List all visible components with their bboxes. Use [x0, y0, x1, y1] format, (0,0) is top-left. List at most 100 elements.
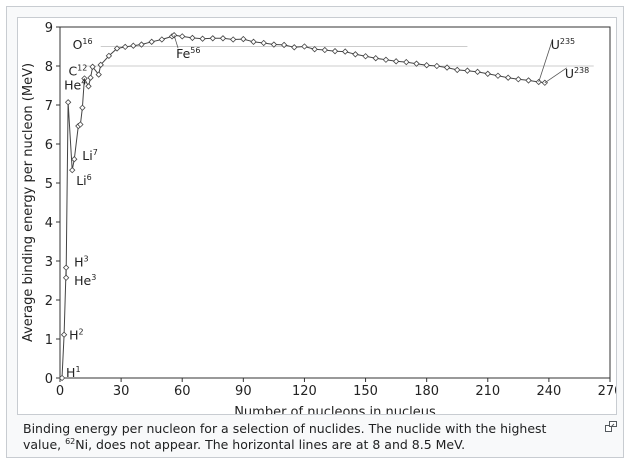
data-point [62, 264, 70, 271]
data-point [250, 38, 257, 45]
y-tick-label: 8 [45, 60, 53, 75]
figure-frame: 03060901201501802102402700123456789Numbe… [6, 6, 624, 458]
data-point [541, 79, 548, 86]
nuclide-mass: 12 [77, 63, 87, 72]
data-point [413, 60, 420, 67]
data-point [423, 62, 430, 69]
x-tick-label: 120 [292, 384, 317, 399]
data-point [372, 55, 379, 62]
nuclide-symbol: H [74, 255, 83, 270]
data-point [60, 331, 68, 338]
nuclide-mass: 1 [75, 365, 80, 374]
nuclide-label-o16: O16 [73, 37, 93, 52]
figure-caption: Binding energy per nucleon for a selecti… [23, 421, 583, 453]
x-tick-label: 210 [475, 384, 500, 399]
nuclide-label-li7: Li7 [82, 148, 98, 163]
data-point [403, 58, 410, 66]
nuclide-mass: 3 [91, 273, 96, 282]
data-point [525, 77, 532, 84]
data-point [464, 67, 471, 74]
nuclide-label-he4: He4 [64, 77, 86, 92]
x-tick-label: 270 [598, 384, 616, 399]
data-point [484, 70, 491, 77]
data-point [291, 44, 298, 51]
y-tick-label: 1 [45, 333, 53, 348]
data-point [113, 45, 121, 52]
data-point [331, 48, 339, 55]
data-point [270, 41, 278, 48]
x-tick-label: 0 [56, 384, 64, 399]
data-point [342, 48, 349, 55]
data-point [85, 83, 92, 90]
data-point [87, 74, 94, 81]
nuclide-symbol: U [565, 66, 574, 81]
x-tick-label: 150 [353, 384, 378, 399]
data-point [240, 35, 247, 43]
data-point [199, 35, 206, 42]
nuclide-symbol: U [551, 37, 560, 52]
nuclide-mass: 16 [82, 37, 92, 46]
nuclide-label-h3: H3 [74, 255, 89, 270]
y-tick-label: 5 [45, 177, 53, 192]
x-axis-label: Number of nucleons in nucleus [234, 405, 436, 414]
caption-superscript: 62 [65, 437, 76, 446]
data-point [321, 46, 328, 54]
nuclide-label-c12: C12 [68, 63, 87, 78]
nuclide-symbol: He [74, 273, 91, 288]
nuclide-mass: 238 [574, 66, 589, 75]
data-point [382, 56, 390, 63]
data-point [130, 42, 137, 49]
data-point [71, 156, 78, 163]
data-point [95, 71, 102, 78]
nuclide-mass: 2 [78, 328, 83, 337]
data-point [504, 74, 512, 81]
data-point [392, 58, 400, 65]
nuclide-symbol: He [64, 77, 81, 92]
data-point [494, 72, 502, 79]
data-point [158, 36, 166, 43]
y-tick-label: 7 [45, 99, 53, 114]
y-tick-label: 0 [45, 372, 53, 387]
y-tick-label: 3 [45, 255, 53, 270]
data-point [89, 63, 96, 70]
data-point [138, 41, 145, 48]
data-point [362, 53, 369, 60]
caption-text-1: Binding energy per nucleon for a selecti… [23, 421, 547, 452]
nuclide-mass: 6 [87, 173, 92, 182]
x-tick-label: 30 [113, 384, 130, 399]
data-point [280, 41, 288, 49]
data-point [311, 46, 318, 53]
nuclide-symbol: Fe [176, 46, 191, 61]
series-line [61, 34, 545, 379]
data-point [352, 51, 359, 58]
nuclide-mass: 3 [84, 255, 89, 264]
data-point [62, 274, 70, 281]
data-point [58, 374, 66, 382]
y-tick-label: 2 [45, 294, 53, 309]
nuclide-mass: 56 [190, 46, 200, 55]
nuclide-symbol: O [73, 37, 83, 52]
data-point [122, 43, 129, 51]
data-point [69, 166, 76, 174]
y-tick-label: 4 [45, 216, 53, 231]
data-point [189, 34, 196, 42]
x-tick-label: 90 [235, 384, 252, 399]
data-point [229, 36, 237, 43]
data-point [454, 66, 461, 74]
data-point [260, 39, 267, 47]
magnify-icon[interactable] [605, 421, 617, 433]
nuclide-symbol: Li [76, 173, 86, 188]
nuclide-label-u235: U235 [551, 37, 575, 52]
plot-frame [59, 26, 611, 379]
x-tick-label: 60 [174, 384, 191, 399]
nuclide-symbol: H [66, 365, 75, 380]
nuclide-label-li6: Li6 [76, 173, 92, 188]
nuclide-mass: 235 [560, 37, 575, 46]
caption-text-2: Ni, does not appear. The horizontal line… [75, 437, 466, 452]
data-point [179, 33, 186, 40]
data-point [209, 35, 216, 42]
data-point [97, 61, 104, 68]
nuclide-mass: 7 [93, 148, 98, 157]
nuclide-label-fe56: Fe56 [176, 46, 200, 61]
annotation-leader [544, 67, 568, 84]
